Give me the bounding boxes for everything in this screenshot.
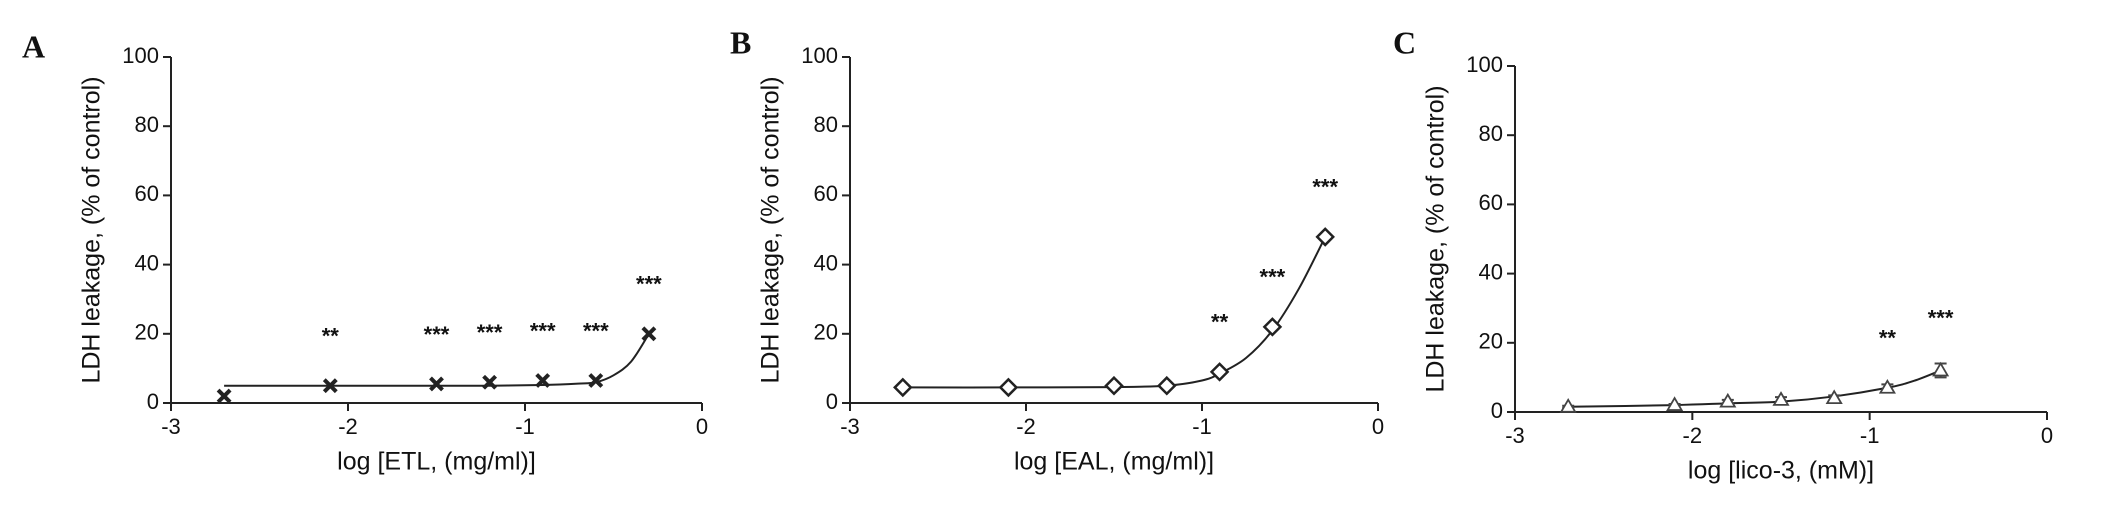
- y-tick-label: 40: [135, 250, 159, 275]
- significance: ***: [1312, 175, 1338, 200]
- x-tick-label: -2: [1683, 423, 1703, 448]
- marker-x: [429, 376, 444, 392]
- y-tick-label: 0: [147, 389, 159, 414]
- y-axis-label: LDH leakage, (% of control): [78, 76, 106, 383]
- marker-triangle: [1878, 378, 1896, 394]
- panel: B 0 20 40 60 80 100 -3 -2 -1 0 log [EAL, (mg/ml)] LD…: [730, 24, 1384, 475]
- marker-diamond: [998, 377, 1019, 398]
- significance: ***: [424, 322, 450, 347]
- marker-triangle: [1559, 398, 1577, 413]
- marker-diamond: [1209, 362, 1230, 382]
- x-axis-label: log [lico-3, (mM)]: [1688, 457, 1874, 485]
- marker-diamond: [1315, 227, 1335, 247]
- y-axis-label: LDH leakage, (% of control): [1422, 85, 1450, 392]
- marker-diamond: [1104, 375, 1124, 396]
- marker-x: [588, 373, 604, 388]
- panel: A 0 20 40 60 80 100 -3 -2 -1 0 log [ETL, (mg/ml)] LD…: [22, 28, 708, 475]
- x-tick-label: -2: [1016, 414, 1036, 439]
- marker-triangle: [1772, 391, 1790, 406]
- panel-label: A: [22, 28, 45, 64]
- significance: ***: [1260, 265, 1286, 290]
- marker-x: [216, 388, 232, 404]
- y-tick-label: 40: [814, 250, 838, 275]
- y-tick-label: 80: [135, 112, 159, 137]
- marker-x: [535, 373, 551, 388]
- y-tick-label: 60: [1479, 190, 1503, 215]
- x-tick-label: -1: [1860, 423, 1880, 448]
- marker-x: [641, 326, 657, 342]
- y-tick-label: 20: [814, 320, 838, 345]
- y-tick-label: 80: [1479, 121, 1503, 146]
- marker-triangle: [1932, 361, 1950, 377]
- y-tick-label: 100: [122, 43, 159, 68]
- marker-triangle: [1666, 396, 1684, 411]
- y-tick-label: 40: [1479, 259, 1503, 284]
- significance: **: [1879, 326, 1897, 351]
- y-tick-label: 20: [1479, 329, 1503, 354]
- y-tick-label: 0: [1491, 398, 1503, 423]
- x-tick-label: -1: [1192, 414, 1212, 439]
- marker-x: [482, 374, 498, 390]
- x-tick-label: -3: [161, 414, 181, 439]
- significance: **: [1211, 310, 1229, 335]
- significance: ***: [530, 318, 556, 343]
- y-tick-label: 100: [1466, 52, 1503, 77]
- y-tick-label: 60: [814, 181, 838, 206]
- y-tick-label: 20: [135, 320, 159, 345]
- panel: C 0 20 40 60 80 100 -3 -2 -1 0 log [lico-3, (mM)] LD…: [1393, 24, 2053, 484]
- x-tick-label: -1: [515, 414, 535, 439]
- y-axis-label: LDH leakage, (% of control): [757, 76, 785, 383]
- x-tick-label: -2: [338, 414, 358, 439]
- significance: **: [322, 324, 340, 349]
- significance: ***: [636, 272, 662, 297]
- marker-diamond: [893, 377, 913, 398]
- marker-diamond: [1157, 375, 1177, 396]
- significance: ***: [583, 318, 609, 343]
- y-tick-label: 100: [801, 43, 838, 68]
- x-tick-label: 0: [2041, 423, 2053, 448]
- marker-x: [322, 378, 338, 394]
- marker-triangle: [1825, 389, 1843, 405]
- panel-label: B: [730, 24, 751, 60]
- significance: ***: [1928, 305, 1954, 330]
- marker-diamond: [1262, 317, 1283, 337]
- x-tick-label: 0: [1372, 414, 1384, 439]
- y-tick-label: 0: [826, 389, 838, 414]
- y-tick-label: 60: [135, 181, 159, 206]
- x-axis-label: log [ETL, (mg/ml)]: [337, 448, 536, 476]
- fit-curve: [902, 236, 1327, 389]
- x-tick-label: -3: [840, 414, 860, 439]
- x-tick-label: 0: [696, 414, 708, 439]
- x-tick-label: -3: [1505, 423, 1525, 448]
- marker-triangle: [1719, 392, 1737, 408]
- panel-label: C: [1393, 24, 1416, 60]
- x-axis-label: log [EAL, (mg/ml)]: [1014, 448, 1214, 476]
- significance: ***: [477, 320, 503, 345]
- y-tick-label: 80: [814, 112, 838, 137]
